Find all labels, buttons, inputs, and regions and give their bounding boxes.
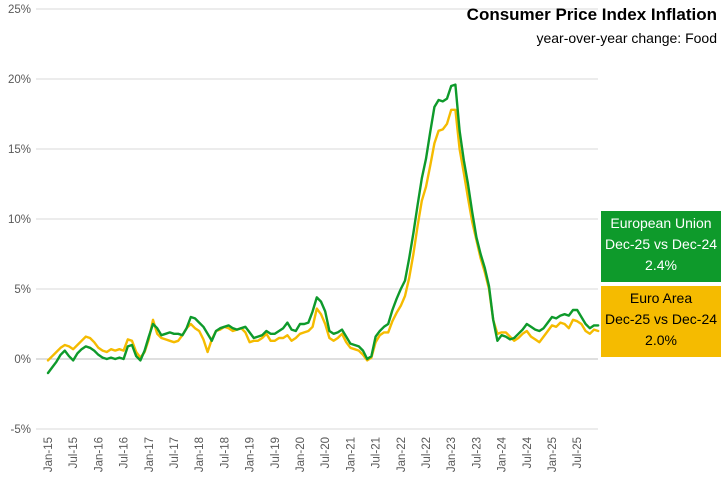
y-tick-label: -5%	[11, 424, 31, 436]
series-line-euro-area	[46, 108, 600, 362]
x-tick-label: Jul-23	[471, 437, 483, 468]
x-tick-label: Jan-22	[396, 437, 408, 472]
x-tick-label: Jan-19	[245, 437, 257, 472]
chart-subtitle: year-over-year change: Food	[536, 30, 717, 46]
y-tick-label: 25%	[8, 4, 31, 16]
x-tick-label: Jul-17	[169, 437, 181, 468]
callout-eu-line2: Dec-25 vs Dec-24	[604, 236, 718, 252]
y-tick-label: 20%	[8, 74, 31, 86]
x-tick-label: Jan-16	[93, 437, 105, 472]
callout-ea-line2: Dec-25 vs Dec-24	[604, 311, 718, 327]
y-tick-label: 10%	[8, 214, 31, 226]
x-tick-label: Jul-24	[522, 436, 534, 468]
x-tick-label: Jan-15	[43, 437, 55, 472]
series-line-european-union	[46, 83, 600, 375]
y-tick-label: 5%	[14, 284, 31, 296]
gridlines	[36, 8, 598, 430]
callout-eu-line1: European Union	[610, 215, 712, 231]
chart-title: Consumer Price Index Inflation	[466, 5, 717, 24]
y-axis-ticks: -5% 0% 5% 10% 15% 20% 25%	[8, 4, 31, 436]
x-tick-label: Jan-20	[295, 437, 307, 472]
x-tick-label: Jan-21	[345, 437, 357, 472]
x-tick-label: Jul-16	[119, 437, 131, 468]
y-tick-label: 0%	[14, 354, 31, 366]
x-tick-label: Jul-15	[68, 437, 80, 468]
x-tick-label: Jul-21	[371, 437, 383, 468]
x-tick-label: Jan-25	[547, 437, 559, 472]
x-tick-label: Jul-22	[421, 437, 433, 468]
callout-ea-line1: Euro Area	[629, 290, 693, 306]
series-lines	[46, 83, 600, 375]
x-tick-label: Jan-24	[497, 436, 509, 472]
x-tick-label: Jan-23	[446, 437, 458, 472]
x-tick-label: Jan-17	[144, 437, 156, 472]
x-tick-label: Jul-25	[572, 437, 584, 468]
callout-european-union: European Union Dec-25 vs Dec-24 2.4%	[601, 211, 721, 282]
x-tick-label: Jul-18	[219, 437, 231, 468]
x-tick-label: Jul-20	[320, 437, 332, 468]
callout-eu-value: 2.4%	[645, 257, 677, 273]
callout-ea-value: 2.0%	[645, 332, 677, 348]
y-tick-label: 15%	[8, 144, 31, 156]
x-axis-ticks: Jan-15 Jul-15 Jan-16 Jul-16 Jan-17 Jul-17 Jan-…	[43, 436, 584, 472]
x-tick-label: Jul-19	[270, 437, 282, 468]
callout-euro-area: Euro Area Dec-25 vs Dec-24 2.0%	[601, 286, 721, 357]
x-tick-label: Jan-18	[194, 437, 206, 472]
